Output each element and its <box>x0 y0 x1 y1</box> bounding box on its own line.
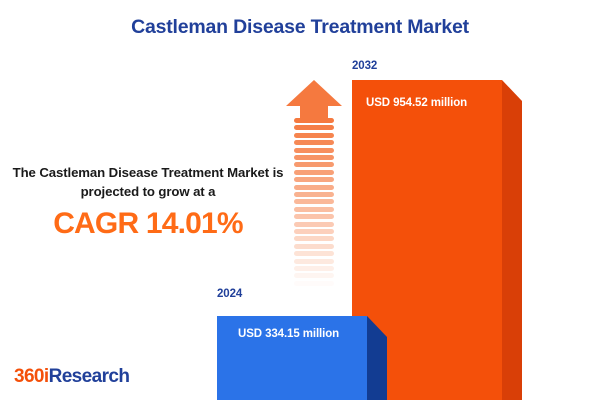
logo-primary-text: 360i <box>14 366 49 387</box>
arrow-segment <box>294 251 334 257</box>
arrow-segment <box>294 214 334 220</box>
logo-secondary-text: Research <box>48 366 130 387</box>
arrow-segment <box>294 169 334 175</box>
cagr-caption: The Castleman Disease Treatment Market i… <box>12 165 284 200</box>
arrow-segment <box>294 243 334 249</box>
arrow-up-icon <box>286 80 342 118</box>
bar-2024-front-face <box>217 316 367 400</box>
bar-2024 <box>217 316 387 400</box>
arrow-segment <box>294 184 334 190</box>
arrow-segment <box>294 281 334 286</box>
arrow-segment <box>294 229 334 234</box>
arrow-segment-stack <box>294 118 334 296</box>
arrow-segment <box>294 221 334 227</box>
arrow-segment <box>294 132 334 138</box>
arrow-segment <box>294 199 334 205</box>
bar-2032-side-face <box>502 80 522 400</box>
cagr-callout: The Castleman Disease Treatment Market i… <box>8 163 288 240</box>
year-label-2032: 2032 <box>352 60 378 72</box>
cagr-value: CAGR 14.01% <box>53 207 243 241</box>
arrow-segment <box>294 206 334 212</box>
arrow-segment <box>294 140 334 146</box>
arrow-segment <box>294 236 334 242</box>
bar-value-label-2032: USD 954.52 million <box>366 97 468 109</box>
arrow-segment <box>294 147 334 153</box>
arrow-segment <box>294 118 334 123</box>
year-label-2024: 2024 <box>217 288 243 300</box>
arrow-segment <box>294 192 334 197</box>
bar-value-label-2024: USD 334.15 million <box>238 328 340 340</box>
page-title: Castleman Disease Treatment Market <box>131 16 469 38</box>
arrow-segment <box>294 177 334 183</box>
arrow-segment <box>294 266 334 271</box>
brand-logo: 360iResearch <box>14 366 130 388</box>
growth-arrow-graphic <box>286 80 342 296</box>
bar-2024-side-face <box>367 316 387 400</box>
arrow-segment <box>294 125 334 131</box>
arrow-segment <box>294 155 334 160</box>
arrow-segment <box>294 258 334 264</box>
arrow-segment <box>294 162 334 168</box>
arrow-segment <box>294 273 334 279</box>
